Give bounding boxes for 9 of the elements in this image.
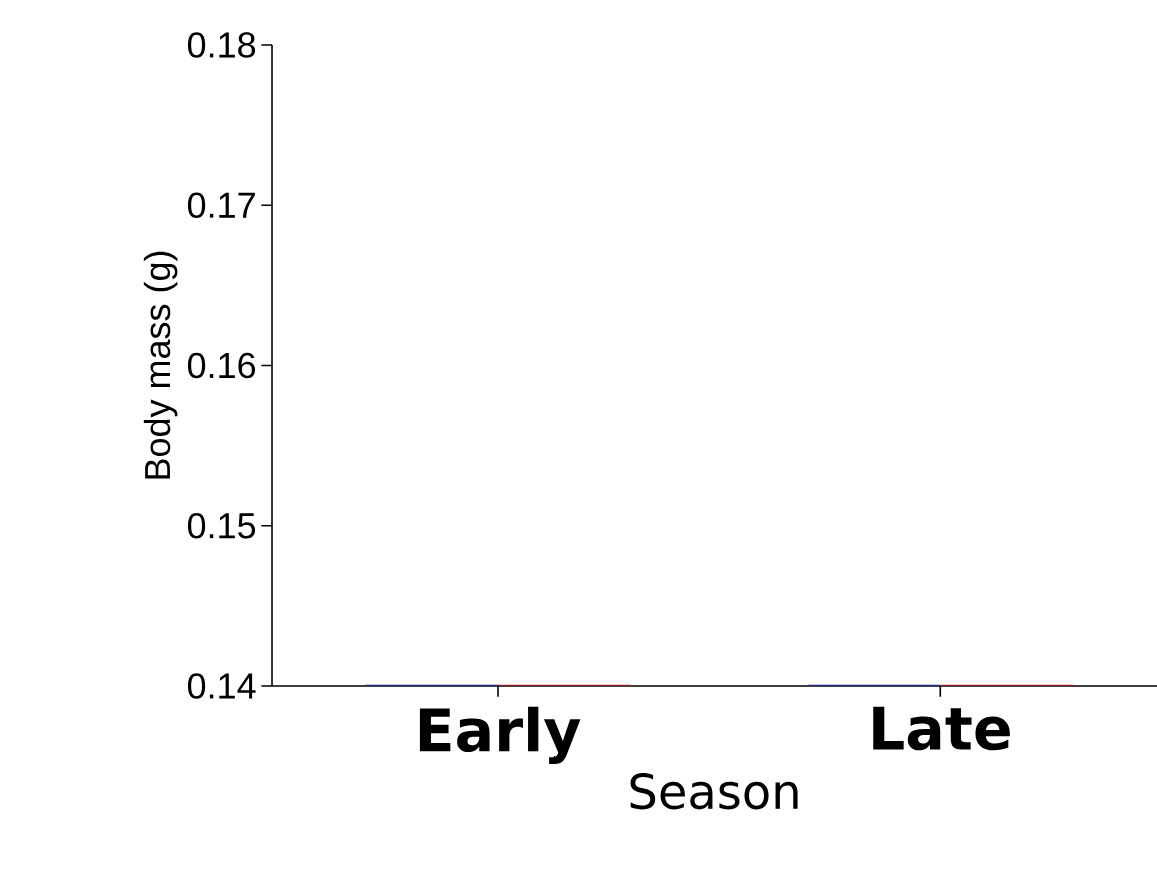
y-tick-label: 0.16 [187,352,256,379]
x-tick-label: Early [419,706,581,764]
x-tick-label: Late [873,706,1010,751]
y-axis-title: Body mass (g) [143,251,178,479]
x-axis-title: Season [630,773,798,810]
y-tick-label: 0.17 [187,192,255,218]
y-tick-label: 0.18 [187,32,256,58]
y-tick-label: 0.15 [187,513,256,539]
y-tick-label: 0.14 [187,673,256,699]
